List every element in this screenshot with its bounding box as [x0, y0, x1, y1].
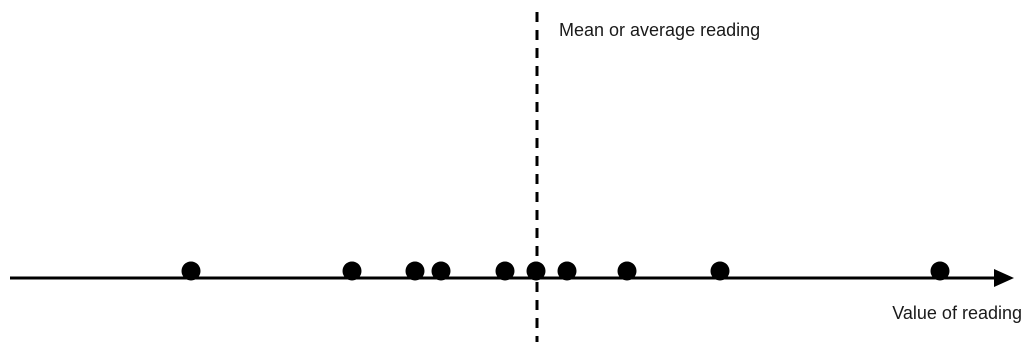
reading-dot	[617, 261, 637, 281]
reading-dot	[181, 261, 201, 281]
reading-dot	[342, 261, 362, 281]
mean-label: Mean or average reading	[559, 20, 761, 40]
reading-dot	[557, 261, 577, 281]
reading-dot	[495, 261, 515, 281]
reading-dots	[181, 261, 950, 281]
value-axis-arrowhead	[994, 269, 1014, 287]
reading-dot	[405, 261, 425, 281]
reading-dot	[431, 261, 451, 281]
reading-dot	[930, 261, 950, 281]
reading-dot	[710, 261, 730, 281]
value-axis-label: Value of reading	[892, 303, 1022, 323]
reading-dot	[526, 261, 546, 281]
